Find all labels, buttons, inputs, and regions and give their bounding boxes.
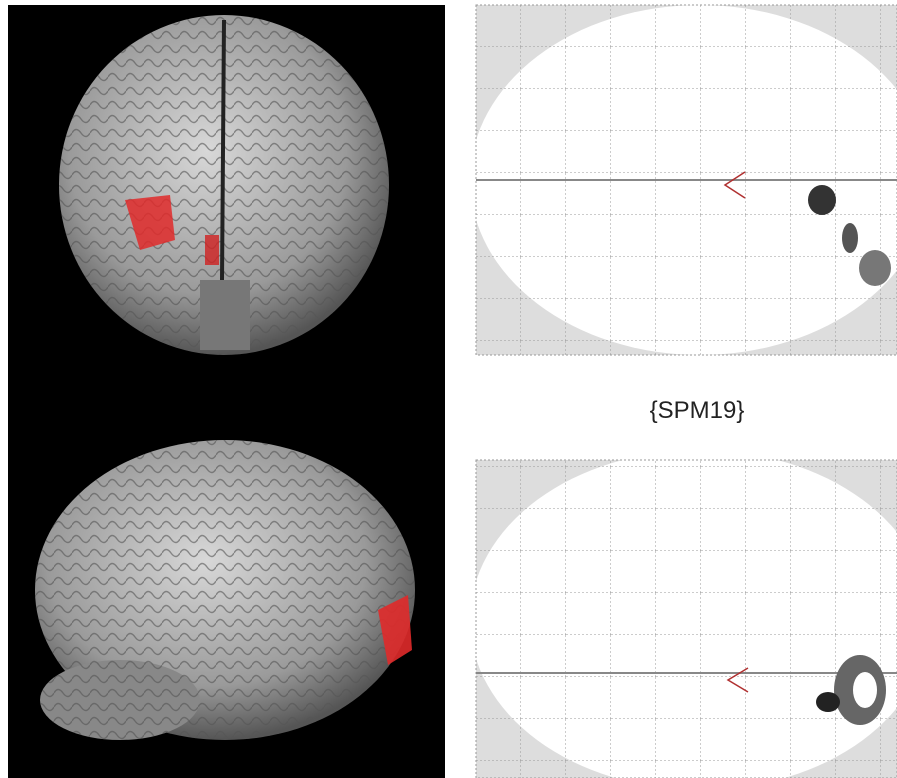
glass-brain-top — [470, 5, 897, 355]
brain-front — [59, 15, 389, 355]
figure: {SPM19} — [0, 0, 897, 778]
glass-brain-bottom — [470, 450, 897, 778]
brain-side — [35, 440, 415, 740]
panel-label: {SPM19} — [650, 397, 745, 424]
